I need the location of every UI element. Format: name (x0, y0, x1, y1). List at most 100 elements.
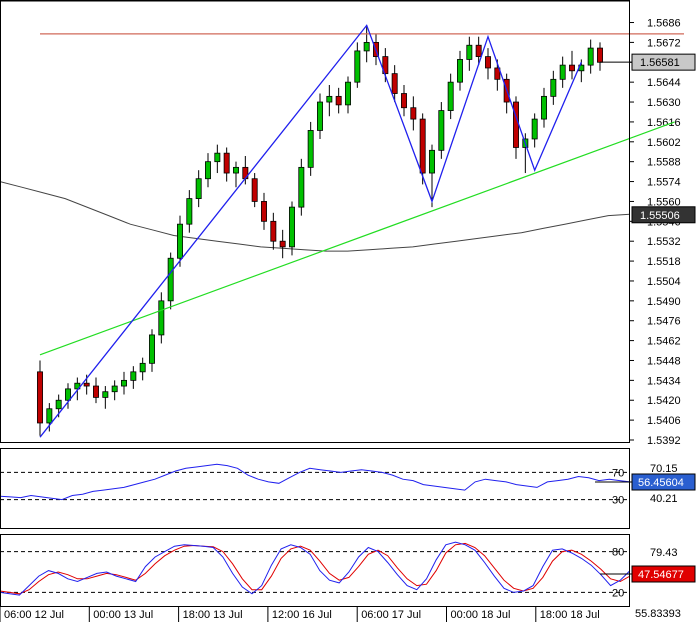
bull-candle (438, 110, 445, 151)
stoch-k-line (0, 541, 631, 596)
bull-candle (345, 81, 351, 106)
time-tick-label: 06:00 12 Jul (4, 609, 64, 621)
bear-candle (513, 101, 519, 148)
bear-candle (251, 178, 258, 202)
bear-candle (391, 73, 398, 94)
bear-candle (597, 47, 603, 63)
price-tick-label: 1.5420 (647, 395, 681, 407)
bear-candle (475, 44, 482, 58)
price-tick-label: 1.5686 (647, 18, 681, 30)
time-tick-label: 00:00 13 Jul (93, 609, 153, 621)
current-price-label: 1.56581 (640, 57, 680, 69)
support-trendline (39, 121, 675, 356)
rsi-panel: 70 30 70.15 40.21 56.45604 (0, 463, 696, 507)
price-tick-label: 1.5448 (647, 355, 681, 367)
bull-candle (130, 371, 137, 381)
panel-border (0, 448, 630, 529)
price-tick-label: 1.5630 (647, 97, 681, 109)
stochastic-panel: 80 20 79.43 55.83393 47.54677 (0, 541, 696, 620)
price-tick-label: 1.5672 (647, 37, 681, 49)
bull-candle (205, 161, 211, 180)
bull-candle (177, 223, 183, 259)
bull-candle (65, 388, 71, 401)
bull-candle (457, 59, 463, 83)
bull-candle (149, 334, 155, 364)
price-tick-label: 1.5490 (647, 296, 681, 308)
stoch-right-label: 55.83393 (635, 608, 681, 620)
bull-candle (298, 166, 305, 208)
bull-candle (233, 166, 239, 174)
bull-candle (317, 101, 323, 131)
price-tick-label: 1.5532 (647, 236, 681, 248)
bull-candle (307, 130, 314, 168)
bull-candle (429, 149, 435, 174)
bear-candle (401, 93, 407, 109)
rsi-right-label: 40.21 (650, 493, 678, 505)
zigzag-line (39, 24, 582, 438)
bear-candle (494, 67, 501, 80)
bull-candle (447, 81, 454, 111)
price-tick-label: 1.5406 (647, 415, 681, 427)
panel-border (0, 534, 630, 607)
time-tick-label: 18:00 13 Jul (183, 609, 243, 621)
bull-candle (111, 385, 118, 393)
bear-candle (410, 107, 417, 120)
price-tick-label: 1.5560 (647, 196, 681, 208)
price-tick-label: 1.5504 (647, 276, 681, 288)
bear-candle (261, 201, 267, 222)
price-tick-label: 1.5588 (647, 157, 681, 169)
bear-candle (569, 64, 575, 72)
price-tick-label: 1.5392 (647, 435, 681, 447)
bull-candle (550, 78, 557, 97)
time-tick-label: 06:00 17 Jul (361, 609, 421, 621)
price-labels: 1.56581 1.55506 (600, 53, 696, 224)
rsi-line (0, 463, 631, 501)
bear-candle (83, 382, 90, 387)
price-tick-label: 1.5602 (647, 137, 681, 149)
bear-candle (382, 56, 389, 75)
level-label: 80 (612, 547, 624, 559)
price-panel: 1.56861.56721.56581.56441.56301.56161.56… (0, 18, 696, 447)
zigzag-path (39, 24, 582, 438)
bull-candle (531, 118, 538, 140)
bull-candle (541, 95, 547, 120)
bull-candle (587, 47, 594, 66)
price-tick-label: 1.5518 (647, 256, 681, 268)
bull-candle (158, 300, 165, 336)
level-label: 30 (612, 495, 624, 507)
price-tick-label: 1.5462 (647, 336, 681, 348)
moving-average-line (0, 181, 631, 252)
bear-candle (279, 240, 286, 248)
bull-candle (139, 362, 146, 373)
panel-frames (0, 0, 630, 607)
price-tick-label: 1.5476 (647, 316, 681, 328)
price-tick-label: 1.5644 (647, 77, 681, 89)
bear-candle (223, 152, 230, 174)
bear-candle (93, 385, 99, 398)
bull-candle (195, 178, 202, 200)
bull-candle (354, 50, 361, 83)
bull-candle (466, 44, 473, 60)
level-label: 20 (612, 587, 624, 599)
moving-average-path (0, 181, 631, 252)
stoch-right-label: 79.43 (650, 547, 678, 559)
candlesticks (37, 25, 603, 436)
bear-candle (37, 371, 43, 424)
bull-candle (102, 391, 109, 398)
bull-candle (121, 379, 127, 387)
bull-candle (363, 42, 370, 52)
bear-candle (335, 95, 342, 106)
time-tick-label: 12:00 16 Jul (272, 609, 332, 621)
bull-candle (46, 408, 53, 424)
bull-candle (186, 198, 193, 225)
bear-candle (270, 220, 277, 242)
trendlines (39, 33, 684, 356)
time-tick-label: 00:00 18 Jul (451, 609, 511, 621)
bull-candle (326, 95, 333, 103)
rsi-right-label: 70.15 (650, 463, 678, 475)
bull-candle (214, 152, 221, 163)
time-tick-label: 18:00 18 Jul (540, 609, 600, 621)
price-axis: 1.56861.56721.56581.56441.56301.56161.56… (630, 18, 681, 447)
level-label: 70 (612, 467, 624, 479)
ma-price-box (631, 206, 696, 224)
